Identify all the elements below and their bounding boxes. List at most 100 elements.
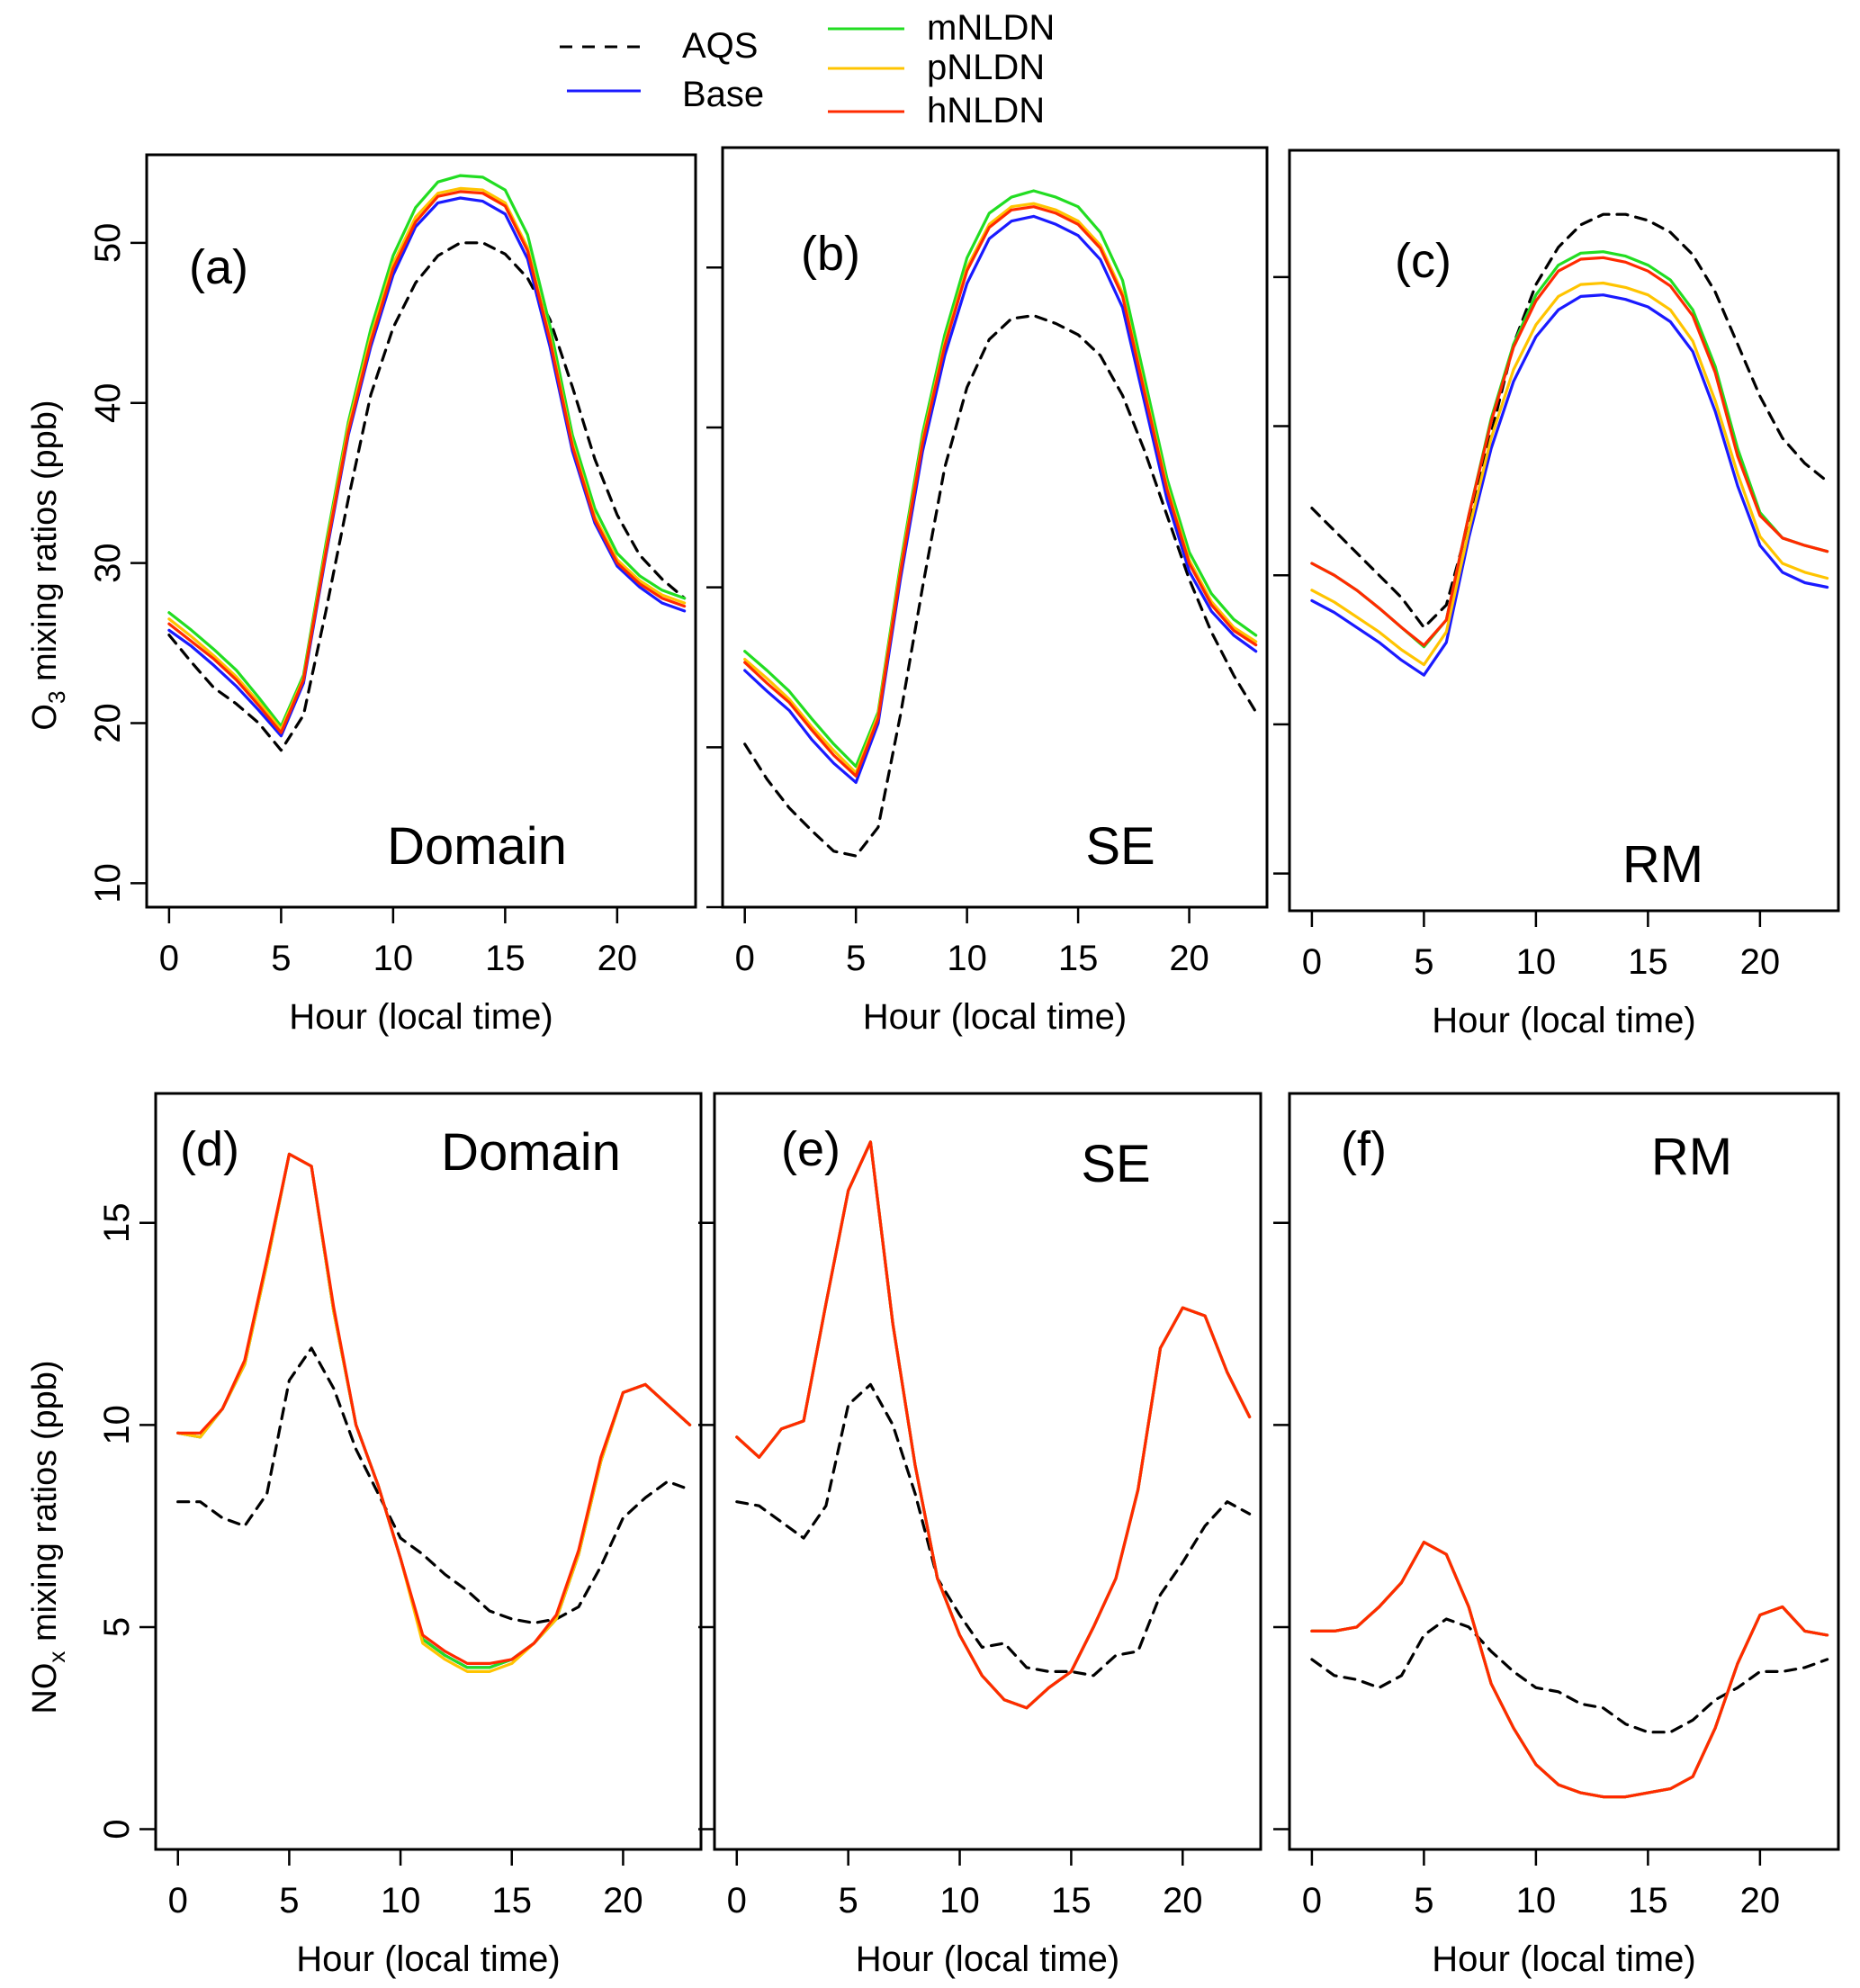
legend-label-pnldn: pNLDN [927,48,1045,87]
x-tick-label: 20 [598,939,638,978]
series-line-hnldn [1310,256,1829,647]
series-line-base [1310,293,1829,677]
panel-b-o3-se: 0 5 10 15 20 Hour (local time) (b) SE [706,146,1269,1037]
x-axis-label: Hour (local time) [289,997,553,1037]
x-tick-label: 0 [168,1881,188,1921]
legend: AQS Base mNLDN pNLDN hNLDN [560,8,1055,130]
ylabel-nox: NOx mixing ratios (ppb) [26,1360,70,1714]
plot-frame [1288,148,1840,913]
y-tick-label: 0 [97,1819,137,1839]
panel-c-o3-rm: 0 5 10 15 20 Hour (local time) (c) RM [1273,148,1840,1040]
series-line-hnldn [743,205,1258,778]
x-axis-label: Hour (local time) [296,1939,560,1979]
legend-entry-hnldn: hNLDN [828,91,1045,130]
panel-tag: (e) [781,1122,840,1176]
x-tick-label: 0 [735,939,755,978]
x-axis-label: Hour (local time) [1432,1001,1695,1040]
x-tick-label: 0 [1302,942,1322,982]
series-line-aqs [1310,212,1829,629]
region-label: RM [1622,835,1703,894]
legend-label-aqs: AQS [682,26,758,66]
y-tick-label: 50 [88,223,128,264]
panel-f-nox-rm: 0 5 10 15 20 Hour (local time) (f) RM [1273,1092,1840,1979]
series-line-hnldn [167,190,687,734]
plot-frame [713,1092,1262,1851]
x-axis-label: Hour (local time) [856,1939,1119,1979]
x-tick-label: 10 [1516,1881,1557,1921]
y-tick-label: 10 [97,1405,137,1445]
series-line-aqs [167,241,687,752]
x-tick-label: 10 [373,939,414,978]
series-line-aqs [176,1346,692,1625]
x-tick-label: 0 [727,1881,747,1921]
series-line-aqs [1310,1617,1829,1734]
region-label: Domain [441,1123,621,1182]
x-tick-label: 20 [1169,939,1209,978]
x-tick-label: 0 [1302,1881,1322,1921]
x-tick-label: 0 [159,939,179,978]
series-line-mnldn [167,174,687,728]
panel-tag: (a) [189,240,248,294]
panel-e-nox-se: 0 5 10 15 20 Hour (local time) (e) SE [698,1092,1262,1979]
series-line-mnldn [743,189,1258,769]
panel-tag: (f) [1341,1122,1387,1176]
x-tick-label: 5 [839,1881,858,1921]
legend-entry-base: Base [567,75,764,114]
x-tick-label: 20 [1740,942,1781,982]
x-axis-label: Hour (local time) [863,997,1127,1037]
x-tick-label: 15 [1051,1881,1092,1921]
x-tick-label: 15 [1628,942,1668,982]
series-line-hnldn [1310,1540,1829,1799]
panel-d-nox-domain: 0 5 10 15 20 0 5 10 15 Hour (local time) (d) Domain [97,1092,703,1979]
series-line-hnldn [735,1140,1252,1710]
plot-frame [145,153,697,909]
panel-a-o3-domain: 0 5 10 15 20 10 20 30 40 50 Hour (local time) (a) Do… [88,153,697,1037]
region-label: SE [1085,817,1155,876]
x-tick-label: 10 [947,939,987,978]
panel-tag: (d) [180,1122,239,1176]
x-tick-label: 5 [271,939,291,978]
series-line-aqs [735,1382,1252,1678]
series-line-aqs [743,314,1258,858]
x-tick-label: 20 [1740,1881,1781,1921]
x-tick-label: 20 [1163,1881,1203,1921]
legend-label-base: Base [682,75,764,114]
legend-entry-pnldn: pNLDN [828,48,1045,87]
x-tick-label: 15 [1058,939,1099,978]
y-tick-label: 15 [97,1202,137,1243]
series-line-pnldn [1310,281,1829,667]
y-tick-label: 30 [88,543,128,583]
x-tick-label: 15 [1628,1881,1668,1921]
plot-frame [154,1092,703,1851]
x-tick-label: 10 [381,1881,421,1921]
x-tick-label: 15 [485,939,526,978]
panel-tag: (b) [801,227,860,281]
x-tick-label: 15 [492,1881,533,1921]
series-line-base [167,196,687,738]
region-label: RM [1651,1128,1732,1186]
plot-frame [721,146,1269,909]
x-tick-label: 5 [279,1881,299,1921]
legend-entry-aqs: AQS [560,26,758,66]
panel-tag: (c) [1395,234,1451,288]
legend-entry-mnldn: mNLDN [828,8,1055,48]
x-tick-label: 5 [846,939,866,978]
series-line-pnldn [167,186,687,732]
series-line-hnldn [176,1152,692,1666]
y-tick-label: 5 [97,1617,137,1637]
ylabel-o3: O3 mixing ratios (ppb) [26,400,70,730]
x-tick-label: 10 [939,1881,980,1921]
x-tick-label: 5 [1414,942,1433,982]
x-tick-label: 20 [603,1881,643,1921]
x-tick-label: 5 [1414,1881,1433,1921]
x-axis-label: Hour (local time) [1432,1939,1695,1979]
region-label: SE [1081,1135,1150,1193]
y-tick-label: 20 [88,703,128,743]
plot-frame [1288,1092,1840,1851]
region-label: Domain [387,817,567,876]
x-tick-label: 10 [1516,942,1557,982]
y-tick-label: 40 [88,382,128,423]
series-line-base [743,214,1258,785]
legend-label-hnldn: hNLDN [927,91,1045,130]
